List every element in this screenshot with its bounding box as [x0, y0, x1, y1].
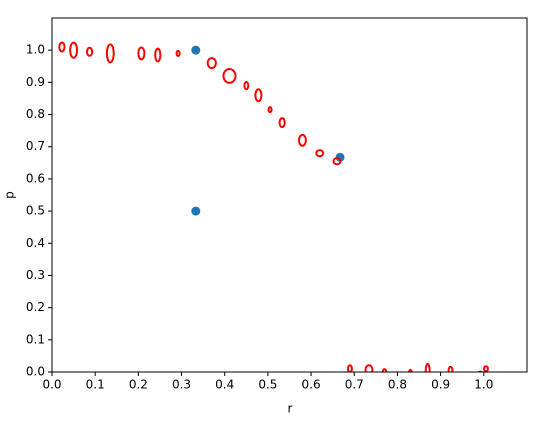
ellipse — [85, 46, 94, 57]
ellipse — [407, 368, 413, 372]
x-tick-label: 0.8 — [388, 378, 407, 392]
point — [191, 206, 201, 216]
y-tick-label: 0.0 — [26, 365, 45, 379]
ellipse — [332, 157, 342, 166]
ellipse — [254, 88, 263, 103]
y-tick-label: 0.7 — [26, 139, 45, 153]
x-tick-label: 1.0 — [474, 378, 493, 392]
axes-frame — [51, 17, 528, 373]
ellipse — [424, 362, 431, 372]
ellipse — [69, 41, 79, 59]
plot-area — [58, 41, 489, 372]
y-tick-label: 1.0 — [26, 43, 45, 57]
y-tick-label: 0.8 — [26, 107, 45, 121]
ellipse — [137, 46, 146, 61]
y-axis-label: p — [3, 191, 17, 199]
x-axis-label: r — [288, 402, 293, 416]
ellipse — [364, 364, 374, 372]
x-tick-label: 0.5 — [258, 378, 277, 392]
y-tick-label: 0.3 — [26, 268, 45, 282]
x-tick-label: 0.6 — [302, 378, 321, 392]
ellipse — [315, 149, 325, 158]
y-tick-label: 0.1 — [26, 332, 45, 346]
ellipse — [58, 41, 66, 53]
y-tick-label: 0.4 — [26, 236, 45, 250]
ellipse — [222, 68, 237, 84]
ellipse — [298, 133, 307, 147]
point — [191, 45, 201, 55]
ellipse — [267, 106, 273, 114]
x-tick-label: 0.4 — [215, 378, 234, 392]
ellipse — [175, 49, 181, 57]
x-tick-label: 0.3 — [172, 378, 191, 392]
x-tick-label: 0.9 — [431, 378, 450, 392]
ellipse — [206, 57, 217, 70]
ellipse — [381, 368, 388, 372]
x-tick-label: 0.0 — [42, 378, 61, 392]
y-tick-label: 0.6 — [26, 171, 45, 185]
y-tick-label: 0.5 — [26, 204, 45, 218]
ellipse — [447, 365, 454, 372]
ellipse — [154, 47, 162, 63]
x-tick-label: 0.1 — [86, 378, 105, 392]
point — [335, 152, 345, 162]
y-tick-label: 0.2 — [26, 300, 45, 314]
y-tick-label: 0.9 — [26, 75, 45, 89]
ellipse — [483, 365, 489, 372]
ellipse — [347, 364, 353, 372]
x-tick-label: 0.2 — [129, 378, 148, 392]
x-tick-label: 0.7 — [345, 378, 364, 392]
ellipse — [243, 81, 250, 91]
ellipse — [278, 117, 286, 129]
ellipse — [105, 43, 115, 64]
